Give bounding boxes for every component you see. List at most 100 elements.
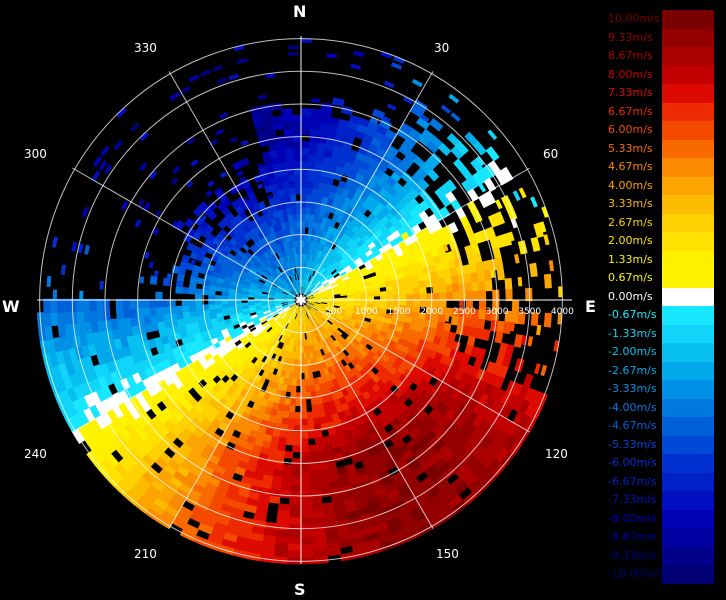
velocity-bin (291, 304, 297, 311)
velocity-bin (337, 538, 354, 549)
velocity-bin (318, 334, 325, 342)
velocity-bin (207, 210, 218, 221)
velocity-bin (282, 404, 290, 412)
velocity-bin (162, 463, 177, 477)
velocity-bin (315, 256, 321, 264)
velocity-bin (461, 179, 474, 194)
west-label: W (2, 297, 20, 316)
velocity-bin (305, 280, 309, 288)
velocity-bin (315, 281, 322, 287)
range-label: 2000 (420, 307, 443, 317)
velocity-bin (251, 211, 260, 220)
velocity-bin (288, 338, 293, 346)
velocity-bin (294, 260, 298, 268)
velocity-bin (329, 314, 337, 321)
velocity-bin (132, 333, 142, 345)
velocity-bin (338, 478, 351, 488)
velocity-bin (246, 490, 260, 501)
velocity-bin (246, 343, 255, 352)
velocity-bin (80, 368, 92, 383)
velocity-bin (283, 450, 294, 459)
velocity-bin (300, 464, 311, 472)
velocity-bin (298, 286, 301, 294)
velocity-bin (330, 313, 338, 319)
velocity-bin (325, 263, 333, 271)
velocity-bin (307, 444, 317, 453)
velocity-bin (482, 383, 495, 398)
velocity-bin (269, 308, 277, 312)
velocity-bin (82, 406, 96, 423)
velocity-bin (459, 300, 464, 307)
velocity-bin (256, 257, 264, 265)
velocity-bin (282, 279, 288, 286)
velocity-bin (254, 270, 263, 277)
velocity-bin (441, 449, 456, 463)
velocity-bin (310, 115, 322, 123)
velocity-bin (357, 342, 366, 351)
velocity-bin (282, 314, 289, 321)
velocity-bin (257, 200, 267, 210)
velocity-bin (329, 280, 337, 286)
velocity-bin (372, 249, 382, 258)
velocity-bin (340, 320, 349, 327)
velocity-bin (490, 269, 496, 279)
velocity-bin (276, 317, 283, 324)
velocity-bin (324, 271, 331, 279)
velocity-bin (310, 285, 317, 292)
velocity-bin (209, 527, 226, 539)
velocity-bin (297, 240, 302, 248)
velocity-bin (300, 458, 310, 466)
velocity-bin (470, 272, 479, 283)
velocity-bin (444, 276, 453, 286)
velocity-bin (78, 381, 90, 397)
velocity-bin (317, 250, 323, 258)
velocity-bin (405, 311, 413, 319)
velocity-bin (277, 148, 287, 157)
velocity-bin (288, 51, 299, 57)
velocity-bin (175, 279, 184, 288)
velocity-bin (312, 542, 328, 551)
velocity-bin (321, 508, 336, 518)
velocity-bin (441, 330, 450, 341)
velocity-bin (251, 316, 259, 322)
velocity-bin (331, 412, 340, 422)
velocity-bin (340, 292, 348, 297)
velocity-bin (280, 328, 287, 336)
velocity-bin (354, 257, 363, 265)
velocity-bin (305, 312, 309, 320)
velocity-bin (259, 547, 275, 557)
velocity-bin (344, 346, 353, 355)
velocity-bin (364, 353, 374, 363)
velocity-bin (306, 194, 313, 202)
velocity-bin (330, 258, 337, 266)
velocity-bin (339, 444, 351, 454)
velocity-bin (346, 353, 355, 363)
velocity-bin (304, 280, 308, 288)
velocity-bin (409, 105, 425, 118)
velocity-bin (396, 272, 405, 280)
velocity-bin (307, 318, 312, 326)
velocity-bin (98, 160, 108, 171)
velocity-bin (291, 378, 297, 387)
legend-swatch (662, 324, 714, 344)
velocity-bin (301, 141, 311, 149)
velocity-bin (478, 309, 486, 321)
velocity-bin (109, 369, 121, 384)
velocity-bin (325, 541, 341, 550)
velocity-bin (263, 157, 273, 167)
velocity-bin (290, 267, 295, 275)
velocity-bin (88, 417, 102, 434)
velocity-bin (505, 288, 513, 302)
velocity-bin (59, 335, 69, 351)
velocity-bin (297, 286, 300, 294)
velocity-bin (353, 290, 361, 295)
velocity-bin (377, 277, 386, 284)
velocity-bin (318, 476, 330, 485)
velocity-bin (89, 309, 98, 323)
velocity-bin (153, 336, 163, 348)
velocity-bin (118, 427, 132, 442)
velocity-bin (375, 492, 390, 505)
velocity-bin (346, 291, 354, 296)
velocity-bin (280, 222, 287, 230)
velocity-bin (286, 254, 291, 263)
